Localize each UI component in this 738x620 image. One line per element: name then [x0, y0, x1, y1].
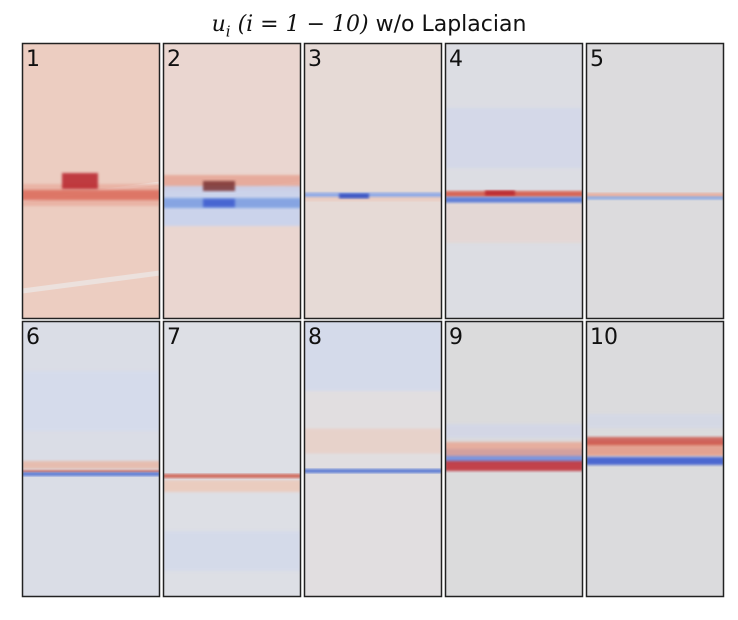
title-variable: ui [211, 12, 231, 41]
panel-label: 1 [26, 47, 40, 72]
panel-label: 10 [590, 325, 618, 350]
heatmap-panel-3: 3 [303, 42, 443, 320]
heatmap-panel-10: 10 [585, 320, 725, 598]
heatmap-panel-6: 6 [21, 320, 161, 598]
heatmap-panel-1: 1 [21, 42, 161, 320]
panel-label: 5 [590, 47, 604, 72]
heatmap-panel-2: 2 [162, 42, 302, 320]
heatmap-panel-9: 9 [444, 320, 584, 598]
chart-title: ui (i = 1 − 10) w/o Laplacian [0, 12, 738, 40]
panel-label: 6 [26, 325, 40, 350]
title-range: (i = 1 − 10) [237, 12, 369, 37]
title-suffix: w/o Laplacian [375, 12, 527, 37]
heatmap-panel-5: 5 [585, 42, 725, 320]
panel-label: 7 [167, 325, 181, 350]
heatmap-panel-4: 4 [444, 42, 584, 320]
panel-label: 9 [449, 325, 463, 350]
heatmap-panel-8: 8 [303, 320, 443, 598]
panel-label: 8 [308, 325, 322, 350]
panel-label: 4 [449, 47, 463, 72]
panel-label: 2 [167, 47, 181, 72]
heatmap-panel-7: 7 [162, 320, 302, 598]
panel-label: 3 [308, 47, 322, 72]
